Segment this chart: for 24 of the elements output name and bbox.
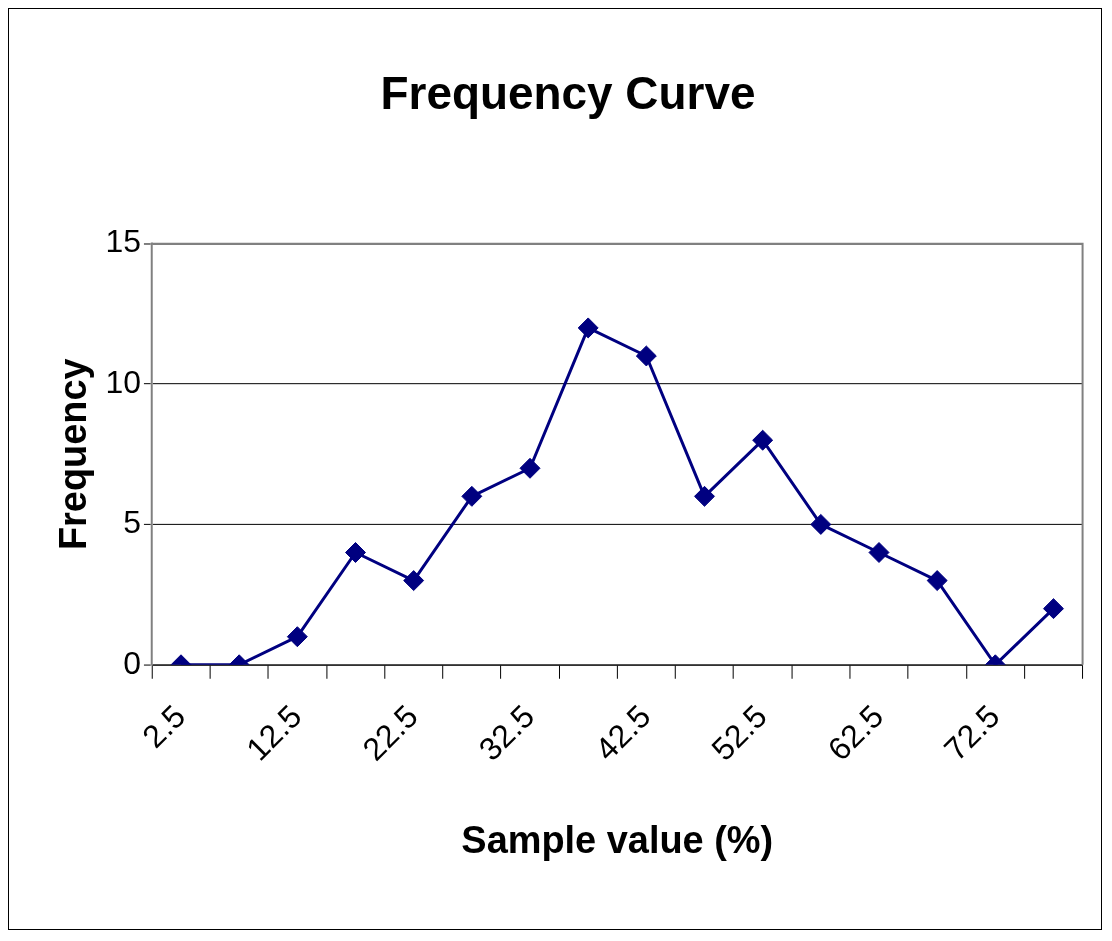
- y-tick-label: 0: [123, 644, 141, 681]
- point: [286, 626, 308, 648]
- y-tick-label: 5: [123, 504, 141, 541]
- y-tick-label: 10: [105, 363, 141, 400]
- point: [519, 457, 541, 479]
- y-axis-title: Frequency: [52, 358, 95, 551]
- point: [1043, 598, 1064, 620]
- point: [461, 485, 483, 507]
- x-axis-title: Sample value (%): [461, 818, 774, 861]
- point: [694, 485, 715, 507]
- point: [926, 570, 948, 592]
- chart-title: Frequency Curve: [380, 67, 756, 120]
- point: [868, 542, 890, 563]
- point: [752, 429, 774, 451]
- x-tick-label: 2.5: [135, 697, 193, 755]
- y-tick-label: 15: [105, 223, 141, 260]
- point: [577, 317, 599, 339]
- point: [635, 345, 657, 367]
- point: [403, 570, 425, 592]
- x-tick-label: 72.5: [937, 697, 1007, 768]
- point: [345, 542, 366, 563]
- point: [810, 513, 832, 535]
- x-tick-label: 62.5: [820, 697, 891, 768]
- x-tick-label: 42.5: [588, 697, 658, 768]
